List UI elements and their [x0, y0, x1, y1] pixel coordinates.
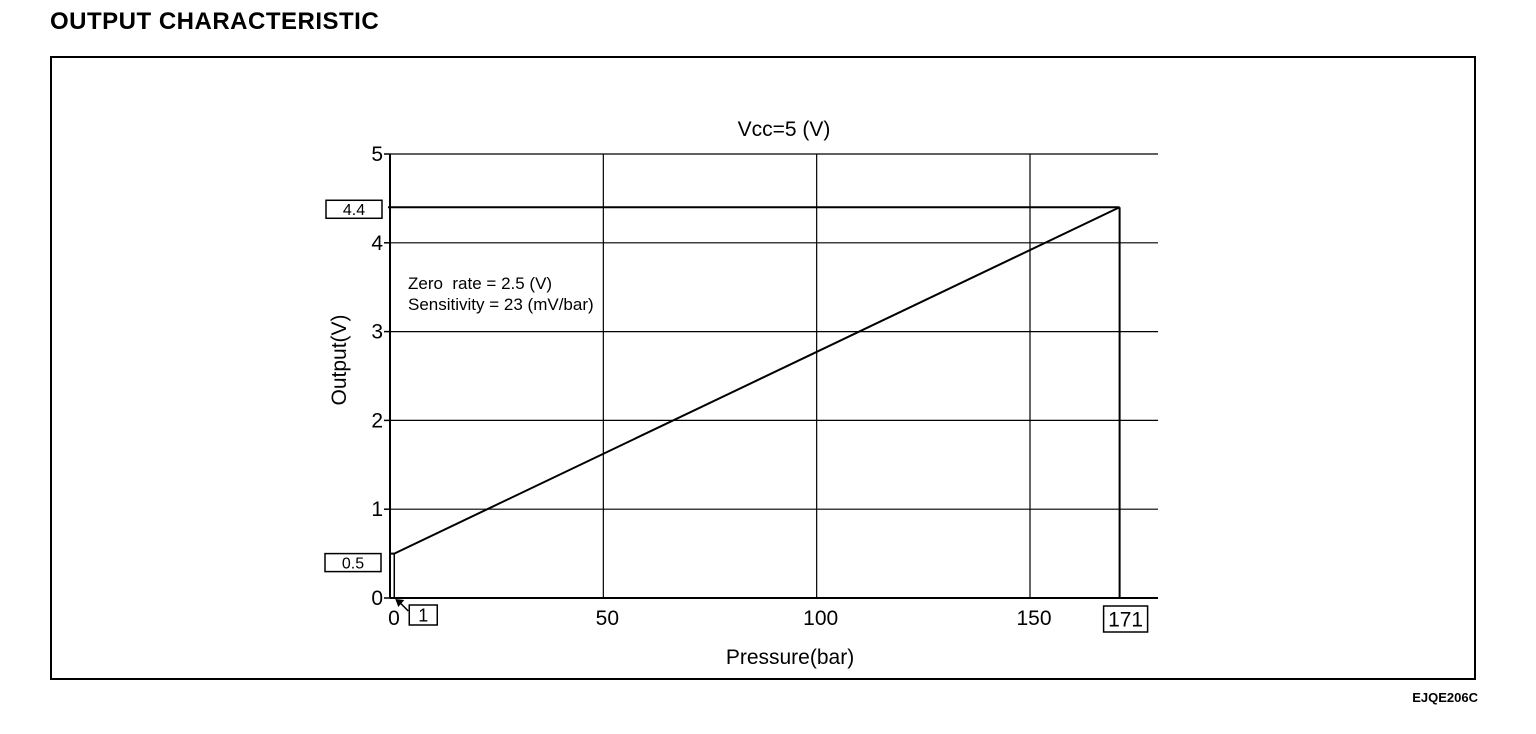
output-line [393, 206, 1121, 555]
x-tick-label: 150 [1016, 607, 1051, 630]
x-tick-label: 100 [803, 607, 838, 630]
x-max-value-label: 171 [1102, 605, 1149, 633]
x-tick-label: 0 [388, 607, 400, 630]
figure-code: EJQE206C [1412, 690, 1478, 705]
x-tick-label: 50 [596, 607, 619, 630]
page-title: OUTPUT CHARACTERISTIC [50, 8, 380, 35]
x-start-value-label: 1 [408, 604, 439, 626]
y-start-value-label-text: 0.5 [342, 555, 364, 572]
x-max-value-label-text: 171 [1108, 609, 1143, 632]
sensitivity-annotation: Sensitivity = 23 (mV/bar) [408, 295, 594, 314]
y-start-value-label-box [324, 552, 382, 573]
y-max-value-label: 4.4 [325, 199, 383, 220]
y-tick-label: 3 [371, 321, 383, 344]
x-start-value-label-box [408, 604, 439, 626]
zero-rate-annotation: Zero rate = 2.5 (V) [408, 274, 552, 293]
y-max-value-label-box [325, 199, 383, 220]
y-tick-label: 0 [371, 587, 383, 610]
y-start-value-label: 0.5 [324, 552, 382, 573]
chart-frame [50, 56, 1476, 680]
y-max-value-label-text: 4.4 [343, 202, 365, 219]
x-start-value-label-text: 1 [418, 605, 428, 625]
x-axis-label: Pressure(bar) [726, 646, 854, 669]
start-pointer-arrowhead [395, 599, 405, 607]
y-axis-label: Output(V) [328, 314, 351, 405]
y-tick-label: 4 [371, 232, 383, 255]
x-max-value-label-box [1102, 605, 1149, 633]
y-tick-label: 1 [371, 498, 383, 521]
y-tick-label: 2 [371, 409, 383, 432]
chart-title: Vcc=5 (V) [738, 118, 831, 141]
y-tick-label: 5 [371, 143, 383, 166]
